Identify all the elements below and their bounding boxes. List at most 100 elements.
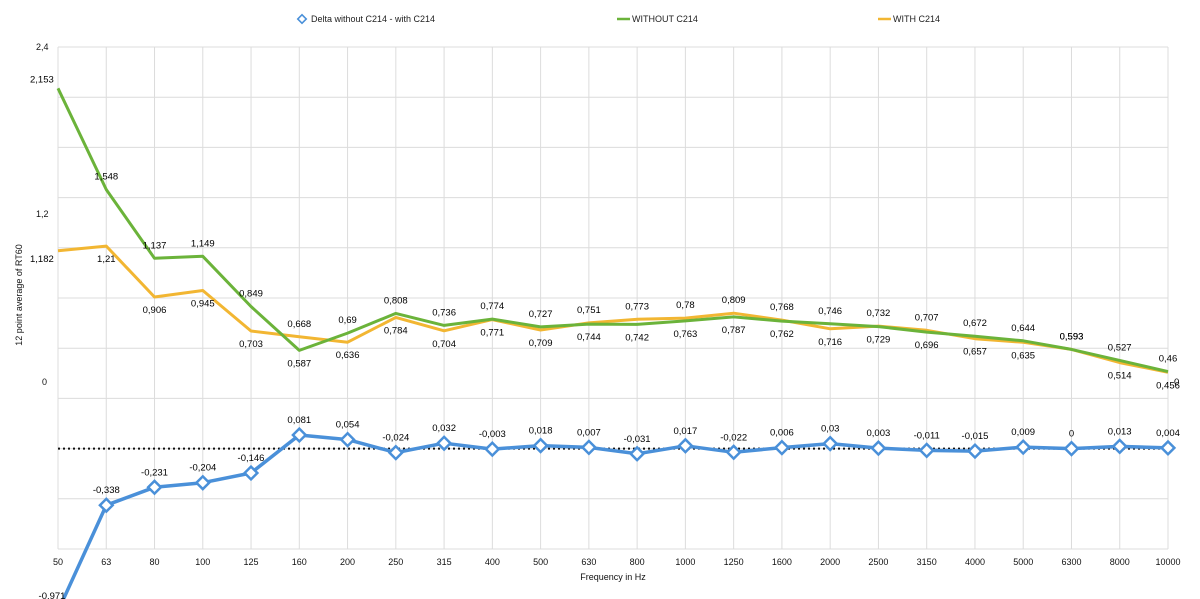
x-tick-label: 8000 bbox=[1110, 557, 1130, 567]
data-label-with: 0,784 bbox=[384, 325, 408, 336]
x-tick-label: 1000 bbox=[675, 557, 695, 567]
data-label-with: 0,809 bbox=[722, 295, 746, 306]
data-label-delta: 0,003 bbox=[867, 428, 891, 439]
data-label-with: 0,768 bbox=[770, 302, 794, 313]
x-tick-label: 800 bbox=[630, 557, 645, 567]
data-label-delta: -0,011 bbox=[914, 430, 940, 441]
data-label-with: 0,635 bbox=[1011, 350, 1035, 361]
data-label-with: 0,668 bbox=[287, 319, 311, 330]
data-label-with: 1,21 bbox=[97, 254, 116, 265]
data-label-without: 0,763 bbox=[674, 329, 698, 340]
data-label-without: 0,742 bbox=[625, 332, 649, 343]
data-label-delta: 0,081 bbox=[287, 415, 311, 426]
data-label-with: 0,771 bbox=[480, 328, 504, 339]
data-label-delta: 0,009 bbox=[1011, 427, 1035, 438]
x-axis-title: Frequency in Hz bbox=[580, 572, 646, 582]
data-label-with: 0,704 bbox=[432, 339, 456, 350]
data-point-delta bbox=[242, 464, 260, 482]
data-point-delta bbox=[677, 437, 694, 454]
legend-label-delta: Delta without C214 - with C214 bbox=[311, 14, 435, 24]
data-label-with: 0,456 bbox=[1156, 380, 1180, 391]
x-tick-label: 400 bbox=[485, 557, 500, 567]
data-label-delta: 0,007 bbox=[577, 427, 601, 438]
x-tick-label: 50 bbox=[53, 557, 63, 567]
data-label-without: 1,149 bbox=[191, 238, 215, 249]
data-label-with: 0,707 bbox=[915, 312, 939, 323]
data-label-with: 0,716 bbox=[818, 337, 842, 348]
data-label-delta: -0,003 bbox=[479, 429, 506, 440]
data-label-without: 0,736 bbox=[432, 307, 456, 318]
data-label-with: 0,773 bbox=[625, 301, 649, 312]
x-tick-label: 500 bbox=[533, 557, 548, 567]
data-label-with: 0,636 bbox=[336, 350, 360, 361]
data-label-delta: 0 bbox=[1069, 429, 1074, 440]
y-tick-label-mid: 1,2 bbox=[36, 209, 49, 219]
series-line-delta bbox=[61, 433, 1169, 599]
x-tick-label: 100 bbox=[195, 557, 210, 567]
data-label-without: 0,46 bbox=[1159, 354, 1178, 365]
data-label-delta: 0,006 bbox=[770, 428, 794, 439]
data-label-without: 0,744 bbox=[577, 332, 601, 343]
data-label-delta: -0,146 bbox=[238, 453, 265, 464]
data-label-with: 1,182 bbox=[30, 254, 54, 265]
data-point-delta bbox=[580, 439, 598, 456]
data-label-delta: 0,004 bbox=[1156, 428, 1180, 439]
data-label-without: 0,729 bbox=[867, 335, 891, 346]
x-tick-label: 1250 bbox=[724, 557, 744, 567]
legend-label-with: WITH C214 bbox=[893, 14, 940, 24]
x-tick-labels: 50 63 80 100 125 160 200 250 315 400 500 630 800 1000… bbox=[53, 557, 1181, 567]
data-label-without: 1,548 bbox=[94, 172, 118, 183]
data-label-delta: -0,231 bbox=[141, 467, 168, 478]
x-tick-label: 10000 bbox=[1155, 557, 1180, 567]
data-label-without: 0,644 bbox=[1011, 323, 1035, 334]
x-tick-label: 3150 bbox=[917, 557, 937, 567]
data-label-without: 0,746 bbox=[818, 306, 842, 317]
x-tick-label: 160 bbox=[292, 557, 307, 567]
x-tick-label: 4000 bbox=[965, 557, 985, 567]
data-point-delta bbox=[628, 445, 646, 462]
data-label-delta: -0,015 bbox=[962, 431, 989, 442]
data-point-delta bbox=[146, 479, 163, 496]
x-tick-label: 630 bbox=[581, 557, 596, 567]
data-label-delta: -0,971 bbox=[39, 591, 66, 599]
data-point-delta bbox=[1111, 438, 1128, 455]
data-label-delta: -0,338 bbox=[93, 485, 120, 496]
data-point-delta bbox=[194, 474, 211, 491]
data-point-delta bbox=[339, 431, 356, 448]
data-point-delta bbox=[966, 442, 984, 460]
data-point-delta bbox=[725, 444, 742, 461]
data-label-delta: -0,204 bbox=[189, 463, 216, 474]
x-tick-label: 63 bbox=[101, 557, 111, 567]
x-tick-label: 5000 bbox=[1013, 557, 1033, 567]
x-tick-label: 125 bbox=[244, 557, 259, 567]
data-point-delta bbox=[822, 435, 839, 452]
data-label-without: 0,727 bbox=[529, 309, 553, 320]
data-point-delta bbox=[870, 439, 887, 457]
data-label-without: 0,762 bbox=[770, 329, 794, 340]
data-point-delta bbox=[1063, 440, 1080, 457]
legend-diamond-icon bbox=[296, 13, 308, 25]
data-label-with: 0,751 bbox=[577, 305, 601, 316]
data-label-without: 0,774 bbox=[480, 301, 504, 312]
data-label-with: 0,514 bbox=[1108, 371, 1132, 382]
data-point-delta bbox=[98, 497, 115, 514]
data-label-delta: -0,022 bbox=[720, 432, 747, 443]
data-label-with: 0,709 bbox=[529, 338, 553, 349]
legend-item-delta: Delta without C214 - with C214 bbox=[296, 13, 435, 25]
y-axis-title: 12 point average of RT60 bbox=[14, 244, 24, 345]
data-label-without: 0,527 bbox=[1108, 342, 1132, 353]
data-label-without: 0,808 bbox=[384, 295, 408, 306]
data-label-with: 0,906 bbox=[143, 305, 167, 316]
data-label-without: 0,593 bbox=[1060, 331, 1084, 342]
data-point-delta bbox=[435, 435, 453, 452]
data-point-delta bbox=[1015, 438, 1032, 456]
data-label-without: 0,787 bbox=[722, 325, 746, 336]
legend-label-without: WITHOUT C214 bbox=[632, 14, 698, 24]
data-label-without: 2,153 bbox=[30, 74, 54, 85]
data-label-without: 0,587 bbox=[287, 358, 311, 369]
data-labels: -0,971 -0,338 -0,231 -0,204 -0,146 0,081 0,054… bbox=[30, 74, 1180, 599]
grid bbox=[57, 46, 1169, 550]
x-tick-label: 2500 bbox=[868, 557, 888, 567]
data-label-with: 0,703 bbox=[239, 339, 263, 350]
